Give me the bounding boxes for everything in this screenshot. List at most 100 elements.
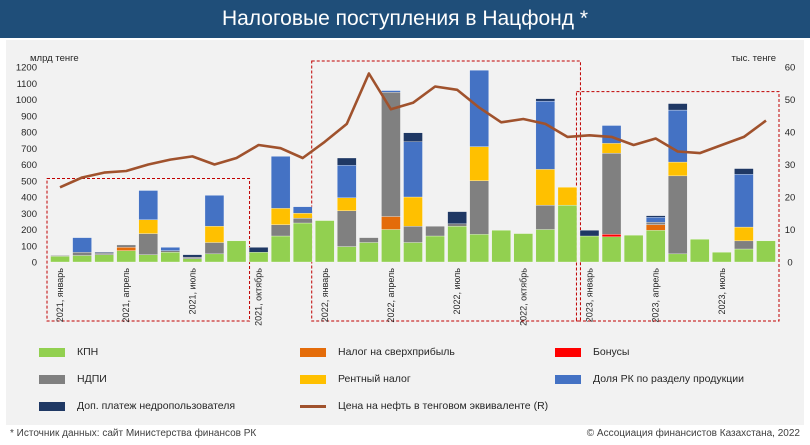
bar-segment-rent <box>601 143 622 154</box>
y-tick-label: 500 <box>21 176 37 187</box>
bar-segment-share <box>138 190 158 220</box>
bar-segment-extra <box>337 157 357 166</box>
bar-segment-ndpi <box>160 250 180 253</box>
bar-segment-rent <box>403 196 423 227</box>
x-tick-label: 2023, апрель <box>651 268 661 323</box>
bar-segment-share <box>271 156 291 209</box>
bar-segment-ndpi <box>359 237 379 243</box>
bar-segment-ndpi <box>447 223 467 227</box>
bar-segment-superprofit <box>381 216 401 230</box>
x-tick-label: 2022, октябрь <box>518 268 528 326</box>
bar-segment-extra <box>646 215 666 218</box>
bar-segment-share <box>646 217 666 223</box>
bar-segment-extra <box>668 103 688 111</box>
legend-swatch-rent <box>300 374 326 384</box>
bar-segment-rent <box>734 226 754 242</box>
bar-segment-extra <box>248 247 269 253</box>
y-tick-label: 600 <box>21 160 37 171</box>
bar-segment-kpn <box>72 255 92 263</box>
bar-segment-rent <box>271 208 291 225</box>
legend-item-oil: Цена на нефть в тенговом эквиваленте (R) <box>300 400 548 412</box>
bar-segment-kpn <box>337 246 357 263</box>
bar-segment-kpn <box>381 229 401 263</box>
legend-swatch-extra <box>39 401 65 411</box>
bar-segment-kpn <box>425 235 445 263</box>
bar-segment-kpn <box>248 252 269 263</box>
bar-segment-share <box>337 165 357 198</box>
legend-label-oil: Цена на нефть в тенговом эквиваленте (R) <box>338 400 549 412</box>
x-tick-label: 2021, июль <box>187 268 197 315</box>
legend-label-extra: Доп. платеж недропользователя <box>77 400 236 412</box>
bar-segment-kpn <box>160 252 180 263</box>
bar-segment-rent <box>138 219 158 234</box>
bar-segment-extra <box>734 168 754 175</box>
bar-segment-ndpi <box>646 222 666 225</box>
bar-segment-kpn <box>668 253 688 263</box>
bar-segment-ndpi <box>425 226 445 237</box>
bar-segment-share <box>293 206 313 214</box>
bar-segment-kpn <box>623 235 644 263</box>
bar-segment-ndpi <box>138 233 158 255</box>
bar-segment-kpn <box>182 258 203 263</box>
bar-segment-ndpi <box>271 224 291 237</box>
x-tick-label: 2021, апрель <box>121 268 131 323</box>
legend-item-ndpi: НДПИ <box>39 373 107 385</box>
bar-segment-rent <box>337 197 357 211</box>
tax-revenue-chart: млрд тенге тыс. тенге01002003004005006007… <box>16 53 796 326</box>
bar-segment-kpn <box>513 233 533 263</box>
bar-segment-ndpi <box>535 204 555 230</box>
legend-item-extra: Доп. платеж недропользователя <box>39 400 235 412</box>
legend-swatch-oil <box>300 404 326 408</box>
bar-segment-kpn <box>271 235 291 263</box>
y-tick-label: 200 <box>21 225 37 236</box>
bar-segment-ndpi <box>668 175 688 255</box>
bar-segment-rent <box>535 169 555 206</box>
oil-price-line <box>59 72 767 189</box>
legend-item-kpn: КПН <box>39 346 98 358</box>
y2-tick-label: 60 <box>785 63 796 74</box>
legend-item-share: Доля РК по разделу продукции <box>555 373 744 385</box>
bar-segment-kpn <box>734 248 754 263</box>
legend-label-kpn: КПН <box>77 346 99 358</box>
bar-segment-extra <box>535 98 555 102</box>
legend-label-ndpi: НДПИ <box>77 373 107 385</box>
x-tick-label: 2023, июль <box>717 268 727 315</box>
bar-segment-extra <box>579 230 600 237</box>
bar-segment-share <box>204 195 225 227</box>
highlight-box <box>575 91 780 322</box>
bar-segment-kpn <box>226 240 247 263</box>
bar-segment-share <box>160 247 180 251</box>
y2-tick-label: 0 <box>787 258 792 269</box>
bar-segment-share <box>381 90 401 93</box>
bar-segment-share <box>535 100 555 170</box>
y2-tick-label: 30 <box>785 160 796 171</box>
bar-segment-superprofit <box>116 247 136 251</box>
bar-segment-kpn <box>138 254 158 263</box>
bar-segment-ndpi <box>94 252 114 255</box>
legend-swatch-kpn <box>39 347 65 357</box>
bar-segment-ndpi <box>116 244 136 248</box>
bar-segment-ndpi <box>381 92 401 217</box>
y-axis-label: млрд тенге <box>30 53 79 64</box>
bar-segment-kpn <box>447 226 467 263</box>
bar-segment-ndpi <box>293 217 313 224</box>
bar-segment-extra <box>447 211 467 224</box>
bar-segment-kpn <box>601 236 622 263</box>
bar-segment-rent <box>557 187 578 206</box>
bar-segment-kpn <box>535 229 555 263</box>
y-tick-label: 1000 <box>16 95 37 106</box>
bar-segment-kpn <box>756 240 776 263</box>
legend-label-share: Доля РК по разделу продукции <box>593 373 744 385</box>
y-tick-label: 300 <box>21 209 37 220</box>
x-tick-label: 2022, январь <box>320 268 330 323</box>
bar-segment-ndpi <box>469 180 489 235</box>
y-tick-label: 400 <box>21 193 37 204</box>
x-tick-label: 2023, январь <box>584 268 594 323</box>
bar-segment-share <box>734 174 754 228</box>
bar-segment-share <box>403 141 423 198</box>
bar-segment-kpn <box>94 254 114 263</box>
y2-tick-label: 20 <box>785 193 796 204</box>
bar-segment-rent <box>204 226 225 243</box>
legend-label-superprofit: Налог на сверхприбыль <box>338 346 455 358</box>
legend-swatch-ndpi <box>39 374 65 384</box>
